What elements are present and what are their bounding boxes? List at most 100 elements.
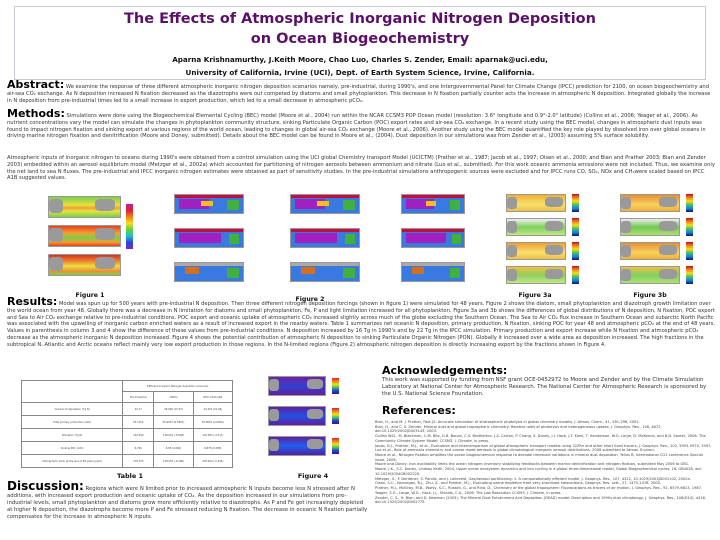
methods-paragraph-2: Atmospheric inputs of inorganic nitrogen… xyxy=(7,155,715,182)
limitation-region xyxy=(179,233,221,243)
land-mask xyxy=(307,439,323,449)
cell: 136.052 (-6.848) xyxy=(153,428,194,442)
cell: 278.000 (-0.335) xyxy=(192,454,234,468)
table-row: N fixation (Tg N) 142.900 136.052 (-6.84… xyxy=(20,428,234,442)
map-3a-poc-export xyxy=(506,242,566,260)
land-mask xyxy=(545,197,563,207)
limitation-region xyxy=(406,199,434,209)
figure-3a xyxy=(506,192,586,286)
figure-2 xyxy=(174,192,424,286)
figure-3b-caption: Figure 3b xyxy=(633,292,667,299)
poster-title-line1: The Effects of Atmospheric Inorganic Nit… xyxy=(124,11,596,27)
reference-item: Collins W.D., M. Blackmon, C.M. Bitz, G.… xyxy=(375,434,706,443)
affiliation: University of California, Irvine (UCI), … xyxy=(185,68,535,77)
land-mask xyxy=(545,245,563,255)
limitation-region xyxy=(452,234,461,244)
row-label: N fixation (Tg N) xyxy=(20,428,124,442)
colorbar-legend xyxy=(686,194,693,212)
limitation-band xyxy=(291,263,359,266)
cell: 55.6973 (0.5821) xyxy=(153,415,194,429)
cell: 38.099 (15.93) xyxy=(153,402,194,416)
figure-3a-caption: Figure 3a xyxy=(518,292,552,299)
reference-item: Moore et al., Nitrogen fixation amplifie… xyxy=(375,453,703,462)
colorbar-legend xyxy=(332,408,339,424)
reference-item: Metzger, S., F. Dentener, S. Pandis, and… xyxy=(375,476,691,481)
map-ipcc-n-deposition xyxy=(48,254,121,276)
limitation-band xyxy=(402,229,464,232)
limitation-band xyxy=(291,229,359,232)
cell: 55.8052 (0.6900) xyxy=(192,415,234,429)
map-3b-n-fixation xyxy=(620,218,680,236)
map-diatom-limitation xyxy=(174,194,244,214)
land-mask xyxy=(621,245,631,257)
figure-1 xyxy=(40,192,140,284)
limitation-band xyxy=(291,195,359,198)
limitation-region xyxy=(317,201,329,206)
colorbar-legend xyxy=(686,266,693,284)
limitation-region xyxy=(343,268,355,278)
land-mask xyxy=(507,269,517,281)
land-mask xyxy=(49,257,63,271)
limitation-region xyxy=(412,267,424,274)
map-diatom-limitation-b xyxy=(290,194,360,214)
land-mask xyxy=(621,197,631,209)
results-section: Results: Model was spun up for 500 years… xyxy=(7,296,715,349)
land-mask xyxy=(307,379,323,389)
land-mask xyxy=(49,228,63,242)
table-corner xyxy=(20,380,124,403)
land-mask xyxy=(621,269,631,281)
methods-section: Methods: Simulations were done using the… xyxy=(7,108,715,140)
map-1990-n-deposition xyxy=(48,225,121,247)
map-4-ipcc xyxy=(268,436,326,456)
acknowledgements-heading: Acknowledgements: xyxy=(382,364,508,377)
land-mask xyxy=(659,221,677,231)
map-3a-co2-flux xyxy=(506,266,566,284)
colorbar-legend xyxy=(572,266,579,284)
reference-item: Moore, J.K., S.C. Doney, Lindsay Keith, … xyxy=(375,467,702,476)
figure-1-caption: Figure 1 xyxy=(75,292,105,299)
land-mask xyxy=(659,245,677,255)
cell: 6.790 xyxy=(122,441,155,455)
methods-heading: Methods: xyxy=(7,107,65,120)
limitation-region xyxy=(450,268,460,278)
limitation-region xyxy=(229,234,239,244)
limitation-region xyxy=(450,200,460,210)
reference-item: Olsen, S.C., Hannegan, B.J., Zhu, X., an… xyxy=(375,481,662,486)
reference-item: Bian, H., and C. S. Zender, Mineral dust… xyxy=(375,424,662,434)
abstract-text: We examine the response of three differe… xyxy=(7,84,711,104)
map-diazotroph-limitation-c xyxy=(401,262,465,282)
figure-4 xyxy=(268,374,368,466)
land-mask xyxy=(545,221,563,231)
results-heading: Results: xyxy=(7,295,58,308)
limitation-band xyxy=(175,195,243,198)
reference-item: Moore and Doney, Iron availability limit… xyxy=(375,462,690,467)
reference-item: Prather, M.J., McElroy, M.B., Wofsy, S.C… xyxy=(375,486,703,491)
limitation-region xyxy=(295,233,337,243)
row-label: Atmospheric pCO₂ at the end of 48 years … xyxy=(20,454,124,468)
discussion-section: Discussion: Regions which were N limited… xyxy=(7,480,369,521)
land-mask xyxy=(659,269,677,279)
table-row: Atmospheric pCO₂ at the end of 48 years … xyxy=(20,454,234,468)
colorbar-legend xyxy=(572,194,579,212)
table-group-header: Different Inorganic Nitrogen deposition … xyxy=(122,380,233,392)
column-header: 1990's xyxy=(153,391,194,403)
references-heading: References: xyxy=(382,404,456,417)
table-1-caption: Table 1 xyxy=(116,472,144,480)
land-mask xyxy=(507,245,517,257)
cell: 133.383 (-9.517) xyxy=(192,428,234,442)
map-3a-n-fixation xyxy=(506,218,566,236)
discussion-text: Regions which were N limited prior to in… xyxy=(7,486,368,520)
limitation-band xyxy=(402,195,464,198)
land-mask xyxy=(507,197,517,209)
map-small-phyto-limitation-b xyxy=(290,228,360,248)
cell: 6.878 (0.088) xyxy=(192,441,234,455)
column-header: Pre-Industrial xyxy=(122,391,155,403)
table-1: Different Inorganic Nitrogen deposition … xyxy=(20,380,234,468)
map-4-1990 xyxy=(268,406,326,426)
land-mask xyxy=(49,199,63,213)
limitation-region xyxy=(301,267,315,274)
limitation-region xyxy=(201,201,213,206)
land-mask xyxy=(269,439,279,451)
map-3a-n-deposition xyxy=(506,194,566,212)
colorbar-legend xyxy=(572,242,579,260)
